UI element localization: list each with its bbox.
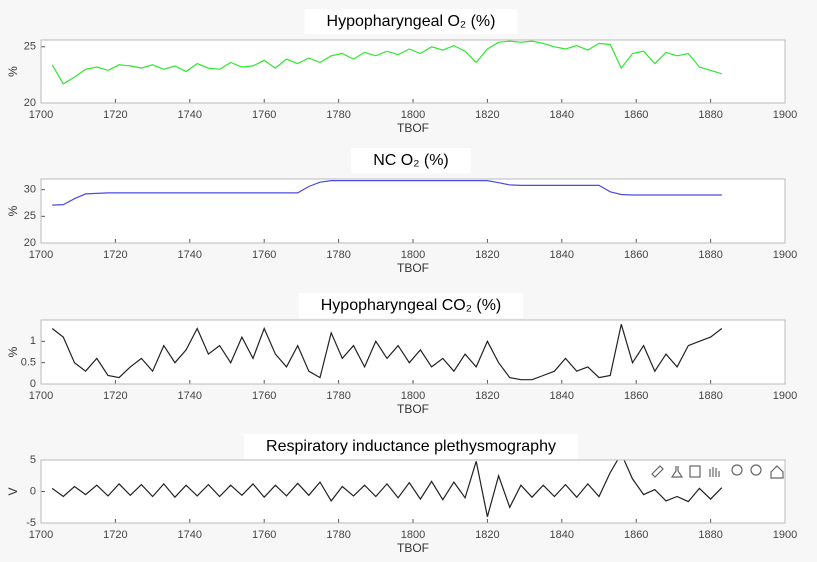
axes-toolbar (651, 464, 784, 479)
x-tick-label: 1860 (624, 390, 648, 402)
chart-title: Hypopharyngeal CO₂ (%) (321, 297, 502, 314)
data-line (52, 180, 722, 206)
title-background (304, 9, 518, 35)
axes-background (41, 179, 785, 243)
axes-frame (40, 39, 786, 104)
y-tick-label: 0.5 (21, 357, 36, 369)
title-background (244, 434, 578, 460)
x-tick-label: 1780 (326, 249, 350, 261)
data-line (51, 40, 722, 85)
chart-title: Respiratory inductance plethysmography (266, 438, 556, 455)
zoom-in-icon[interactable] (731, 464, 743, 476)
y-axis-label: % (6, 346, 20, 357)
x-tick-label: 1860 (624, 109, 648, 121)
x-tick-label: 1840 (550, 249, 574, 261)
x-tick-label: 1800 (401, 390, 425, 402)
x-axis-label: TBOF (397, 121, 429, 135)
y-tick-label: 25 (24, 210, 36, 222)
subplot: 1700 1720 1740 1760 1780 1800 1820 1840 1860 1880… (6, 9, 797, 135)
y-tick-label: 1 (30, 335, 36, 347)
x-tick-label: 1900 (773, 249, 797, 261)
data-line (51, 324, 723, 381)
zoom-out-icon[interactable] (750, 464, 762, 476)
x-tick-label: 1760 (252, 390, 276, 402)
x-tick-label: 1820 (475, 390, 499, 402)
x-tick-label: 1860 (624, 529, 648, 541)
y-tick-label: 5 (30, 454, 36, 466)
x-tick-label: 1840 (550, 390, 574, 402)
chart-title: NC O₂ (%) (373, 152, 449, 169)
x-tick-label: 1760 (252, 109, 276, 121)
x-tick-label: 1900 (773, 390, 797, 402)
x-axis-label: TBOF (397, 261, 429, 275)
data-line (51, 460, 723, 517)
y-axis-label: % (6, 66, 20, 77)
x-tick-label: 1760 (252, 249, 276, 261)
home-icon[interactable] (770, 465, 784, 479)
axes-frame (40, 319, 786, 385)
x-tick-label: 1700 (29, 529, 53, 541)
y-axis-label: % (6, 205, 20, 216)
x-tick-label: 1700 (29, 249, 53, 261)
x-tick-label: 1820 (475, 249, 499, 261)
subplot: 1700 1720 1740 1760 1780 1800 1820 1840 1860 1880… (6, 148, 797, 275)
x-tick-label: 1800 (401, 529, 425, 541)
chart-title: Hypopharyngeal O₂ (%) (327, 13, 496, 30)
x-tick-label: 1760 (252, 529, 276, 541)
y-tick-label: 0 (30, 485, 36, 497)
x-tick-label: 1720 (103, 249, 127, 261)
x-tick-label: 1840 (550, 529, 574, 541)
subplot: 1700 1720 1740 1760 1780 1800 1820 1840 1860 1880… (6, 293, 797, 416)
x-tick-label: 1900 (773, 529, 797, 541)
pan-icon[interactable] (709, 467, 720, 477)
x-tick-label: 1880 (698, 249, 722, 261)
x-tick-label: 1800 (401, 109, 425, 121)
x-tick-label: 1860 (624, 249, 648, 261)
x-tick-label: 1900 (773, 109, 797, 121)
x-tick-label: 1740 (178, 109, 202, 121)
x-tick-label: 1780 (326, 390, 350, 402)
x-tick-label: 1800 (401, 249, 425, 261)
x-tick-label: 1820 (475, 529, 499, 541)
x-axis-label: TBOF (397, 541, 429, 555)
datatip-icon[interactable] (670, 466, 684, 478)
y-tick-label: 30 (24, 184, 36, 196)
x-tick-label: 1740 (178, 390, 202, 402)
title-background (298, 293, 524, 319)
y-tick-label: 20 (24, 97, 36, 109)
axes-frame (40, 459, 786, 524)
axes-background (41, 320, 785, 384)
x-tick-label: 1880 (698, 390, 722, 402)
y-tick-label: -5 (26, 517, 36, 529)
pin-icon[interactable] (689, 465, 701, 478)
x-tick-label: 1720 (103, 390, 127, 402)
x-tick-label: 1740 (178, 249, 202, 261)
brush-icon[interactable] (651, 465, 664, 478)
x-tick-label: 1840 (550, 109, 574, 121)
x-tick-label: 1880 (698, 529, 722, 541)
x-tick-label: 1740 (178, 529, 202, 541)
x-tick-label: 1780 (326, 529, 350, 541)
axes-frame (40, 178, 786, 244)
x-axis-label: TBOF (397, 402, 429, 416)
axes-background (41, 40, 785, 103)
y-tick-label: 20 (24, 237, 36, 249)
y-tick-label: 0 (30, 378, 36, 390)
x-tick-label: 1820 (475, 109, 499, 121)
title-background (351, 148, 471, 174)
y-axis-label: V (6, 487, 20, 495)
x-tick-label: 1720 (103, 109, 127, 121)
x-tick-label: 1720 (103, 529, 127, 541)
x-tick-label: 1700 (29, 109, 53, 121)
axes-background (41, 460, 785, 523)
x-tick-label: 1780 (326, 109, 350, 121)
y-tick-label: 25 (24, 41, 36, 53)
x-tick-label: 1700 (29, 390, 53, 402)
x-tick-label: 1880 (698, 109, 722, 121)
